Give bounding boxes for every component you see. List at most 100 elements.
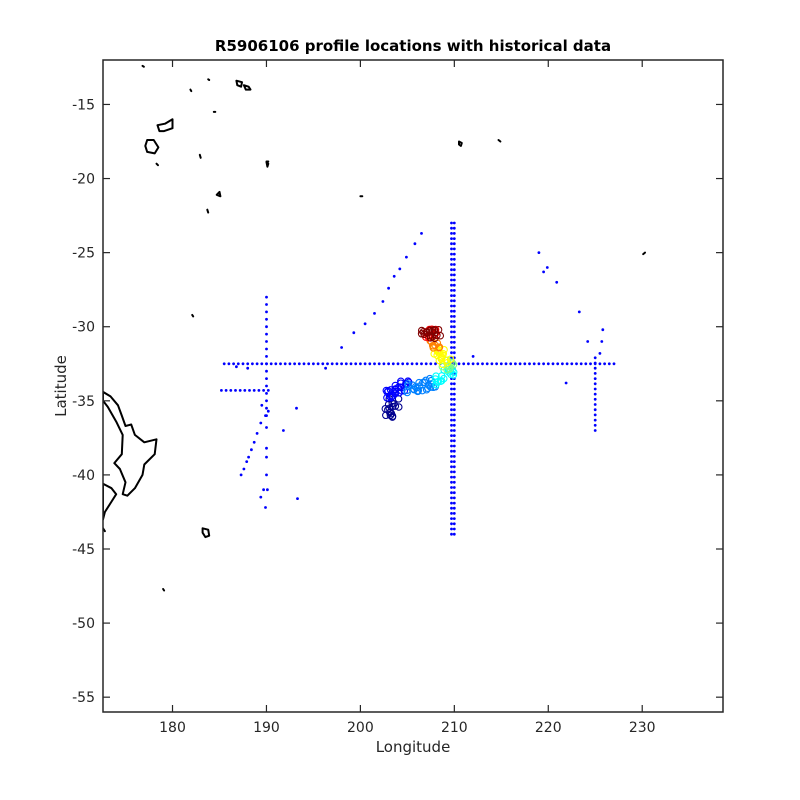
- float-profile-point: [383, 394, 391, 402]
- coastline-samoa-savaii: [235, 79, 243, 88]
- historical-point: [264, 414, 267, 417]
- historical-point: [593, 366, 597, 370]
- coastline-samoa-upolu: [242, 84, 252, 91]
- y-tick-label: -55: [72, 690, 95, 706]
- historical-point: [265, 325, 268, 329]
- historical-point: [450, 460, 453, 463]
- historical-point: [452, 455, 456, 458]
- float-profile-point: [437, 377, 446, 385]
- historical-point: [247, 455, 251, 459]
- historical-point: [450, 517, 453, 520]
- historical-point: [266, 389, 270, 392]
- x-tick-label: 230: [629, 720, 656, 736]
- historical-point: [485, 362, 489, 366]
- historical-point: [542, 270, 545, 274]
- historical-point: [593, 382, 597, 386]
- historical-point: [450, 289, 453, 292]
- historical-point: [450, 382, 453, 386]
- historical-point: [601, 328, 605, 332]
- historical-point: [246, 366, 250, 370]
- float-profile-point: [436, 331, 445, 340]
- float-profile-point: [413, 383, 421, 392]
- historical-point: [344, 362, 348, 366]
- historical-point: [452, 465, 456, 469]
- historical-point: [450, 423, 453, 427]
- historical-point: [528, 362, 531, 366]
- historical-point: [373, 312, 376, 315]
- historical-point: [586, 340, 590, 343]
- float-profile-point: [404, 377, 412, 385]
- historical-point: [227, 362, 231, 366]
- historical-point: [452, 418, 456, 422]
- historical-point: [452, 320, 456, 323]
- historical-point: [452, 423, 456, 427]
- float-profile-point: [417, 330, 426, 338]
- historical-point: [368, 362, 372, 366]
- historical-point: [537, 362, 541, 366]
- historical-point: [335, 362, 339, 366]
- historical-point: [579, 362, 583, 366]
- historical-point: [556, 362, 560, 366]
- coastline-rapa-island: [642, 251, 646, 256]
- historical-point: [252, 440, 256, 444]
- historical-point: [450, 486, 453, 489]
- historical-point: [593, 397, 597, 401]
- historical-point: [450, 449, 453, 453]
- historical-point: [450, 335, 453, 339]
- historical-data-layer: [220, 221, 616, 536]
- historical-point: [593, 356, 597, 360]
- historical-point: [450, 325, 453, 329]
- historical-point: [452, 247, 456, 251]
- historical-point: [232, 362, 236, 366]
- historical-point: [452, 226, 456, 230]
- coastline-fiji-viti-levu: [144, 139, 160, 155]
- historical-point: [450, 429, 453, 432]
- x-tick-label: 190: [253, 720, 280, 736]
- historical-point: [450, 439, 453, 443]
- historical-point: [450, 315, 453, 318]
- historical-point: [229, 389, 233, 392]
- coastline-layer: [103, 64, 646, 592]
- float-track-layer: [381, 325, 458, 421]
- historical-point: [262, 389, 265, 392]
- historical-point: [224, 389, 228, 392]
- historical-point: [265, 369, 268, 373]
- historical-point: [297, 362, 301, 366]
- historical-point: [255, 432, 259, 435]
- historical-point: [452, 480, 456, 484]
- historical-point: [452, 221, 456, 225]
- historical-point: [450, 252, 453, 256]
- historical-point: [234, 389, 237, 392]
- historical-point: [450, 465, 453, 469]
- historical-point: [452, 289, 456, 292]
- historical-point: [245, 460, 249, 463]
- coastline-mehetia: [497, 139, 502, 143]
- historical-point: [452, 392, 456, 396]
- coastline-north-island-nz: [103, 390, 158, 497]
- historical-point: [266, 409, 270, 413]
- historical-point: [452, 501, 456, 505]
- float-profile-point: [431, 326, 439, 335]
- historical-point: [406, 362, 409, 366]
- coastline-fiji-vanua-levu: [156, 118, 174, 133]
- historical-point: [452, 434, 456, 437]
- historical-point: [598, 352, 602, 355]
- historical-point: [471, 355, 475, 358]
- historical-point: [450, 455, 453, 458]
- float-profile-point: [391, 402, 400, 410]
- float-profile-point: [388, 402, 397, 411]
- historical-point: [452, 475, 456, 479]
- historical-point: [265, 377, 268, 380]
- y-axis-ticks: -55 -50 -45 -40 -35 -30 -25 -20 -15: [72, 97, 723, 706]
- historical-point: [220, 389, 223, 392]
- historical-point: [593, 392, 597, 396]
- historical-point: [424, 362, 428, 366]
- plot-frame: [102, 59, 724, 713]
- historical-point: [450, 304, 453, 308]
- historical-point: [452, 517, 456, 520]
- y-tick-label: -30: [72, 320, 95, 336]
- historical-point: [302, 362, 306, 366]
- historical-point: [260, 403, 264, 407]
- historical-point: [452, 413, 456, 417]
- historical-point: [250, 448, 253, 452]
